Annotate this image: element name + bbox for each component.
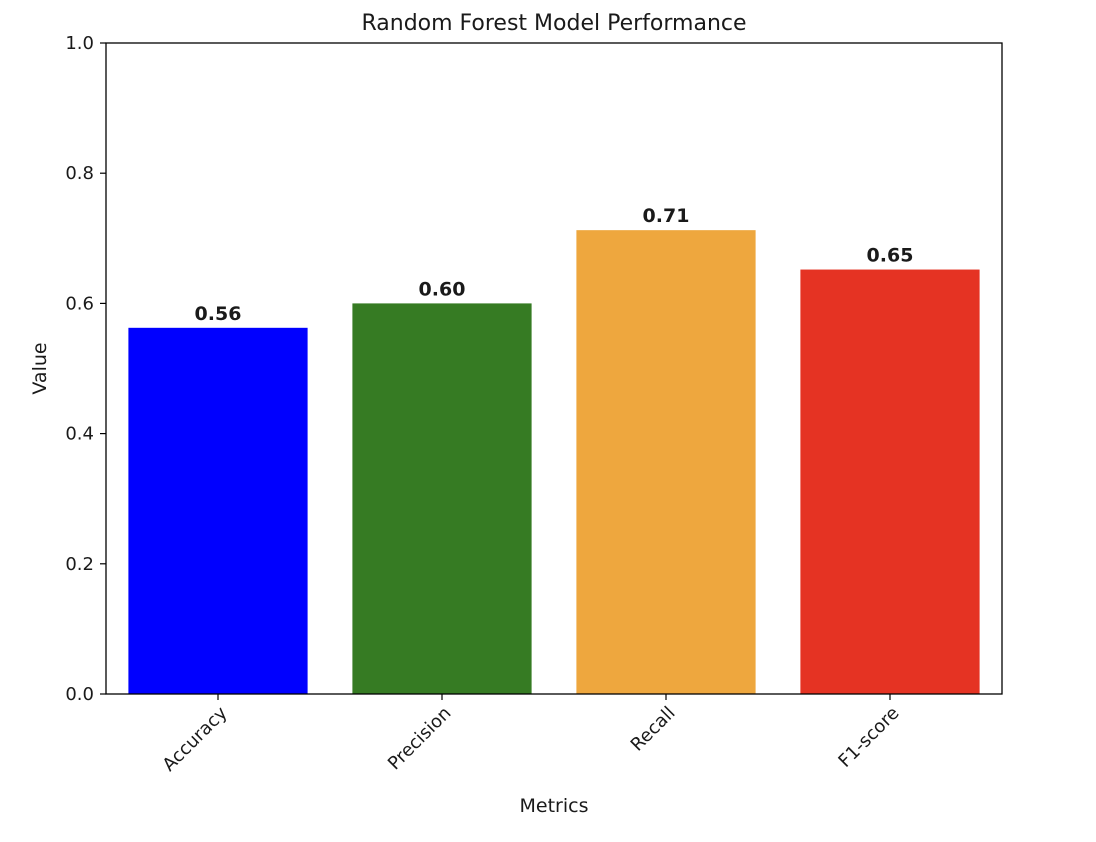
y-tick-label: 0.8 (65, 163, 94, 184)
y-axis: 0.0 0.2 0.4 0.6 0.8 1.0 (65, 33, 106, 705)
bar-f1-score (800, 269, 980, 694)
bar-value-labels: 0.56 0.60 0.71 0.65 (195, 205, 914, 325)
bar-value-label: 0.60 (419, 278, 466, 300)
x-tick-label: F1-score (834, 703, 903, 772)
x-axis: Accuracy Precision Recall F1-score (159, 694, 904, 776)
bar-value-label: 0.56 (195, 303, 242, 325)
x-tick-label: Accuracy (159, 702, 232, 775)
bar-value-label: 0.65 (867, 245, 914, 267)
bar-recall (576, 230, 756, 694)
x-tick-label: Recall (627, 703, 680, 756)
x-axis-label: Metrics (520, 795, 589, 817)
y-tick-label: 0.6 (65, 293, 94, 314)
bar-value-label: 0.71 (643, 205, 690, 227)
x-tick-label: Precision (384, 703, 456, 775)
y-tick-label: 0.4 (65, 424, 94, 445)
bars-layer (128, 230, 980, 694)
y-tick-label: 0.0 (65, 684, 94, 705)
chart-title: Random Forest Model Performance (361, 11, 746, 36)
bar-precision (352, 303, 532, 694)
y-tick-label: 1.0 (65, 33, 94, 54)
y-tick-label: 0.2 (65, 554, 94, 575)
plot-area-frame (105, 42, 1003, 695)
bar-accuracy (128, 327, 308, 694)
y-axis-label: Value (29, 342, 51, 394)
